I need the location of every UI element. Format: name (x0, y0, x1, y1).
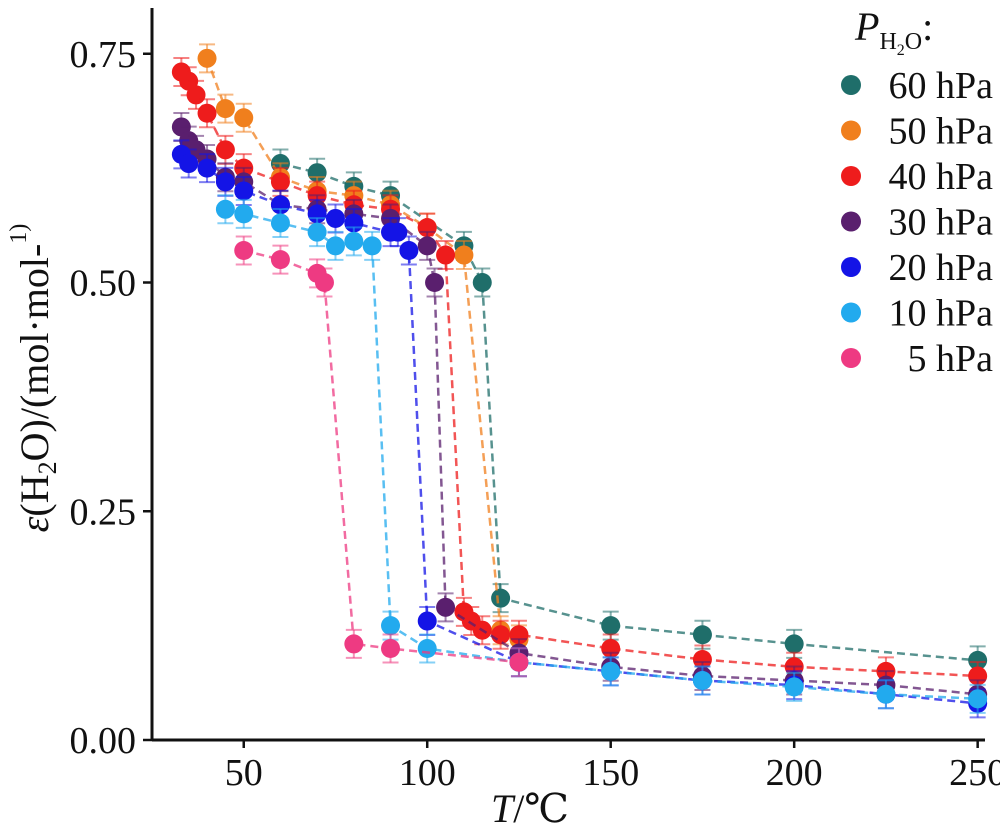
data-point (381, 616, 401, 636)
data-point (234, 240, 254, 260)
data-point (399, 240, 419, 260)
legend-label: 40 hPa (889, 156, 994, 198)
axes (150, 8, 985, 742)
legend-marker (841, 257, 861, 277)
data-point (186, 85, 206, 105)
data-point (692, 625, 712, 645)
y-tick-label: 0.75 (70, 34, 137, 76)
data-point (784, 634, 804, 654)
x-axis-title: T/℃ (491, 786, 569, 831)
data-point (968, 689, 988, 709)
plot-series (171, 43, 988, 719)
data-point (215, 140, 235, 160)
data-point (197, 48, 217, 68)
data-point (197, 158, 217, 178)
x-tick-label: 250 (949, 752, 1000, 794)
data-point (325, 208, 345, 228)
data-point (509, 652, 529, 672)
data-point (270, 172, 290, 192)
legend-label: 60 hPa (889, 65, 994, 107)
legend-item: 20 hPa (841, 247, 993, 289)
x-tick-label: 150 (582, 752, 639, 794)
legend-label: 20 hPa (889, 247, 994, 289)
data-point (215, 172, 235, 192)
legend-label: 30 hPa (889, 202, 994, 244)
data-point (784, 677, 804, 697)
legend-item: 50 hPa (841, 111, 993, 153)
data-point (215, 199, 235, 219)
series-line (205, 57, 520, 641)
data-point (601, 616, 621, 636)
data-point (968, 650, 988, 670)
y-tick-label: 0.50 (70, 263, 137, 305)
data-point (491, 625, 511, 645)
legend-label: 5 hPa (908, 338, 994, 380)
data-point (388, 222, 408, 242)
data-point (234, 108, 254, 128)
series-line (180, 126, 978, 696)
series-line (180, 153, 978, 705)
data-point (215, 99, 235, 119)
data-point (314, 273, 334, 292)
data-point (234, 204, 254, 224)
data-point (197, 103, 217, 123)
data-point (601, 661, 621, 681)
legend-marker (841, 211, 861, 232)
data-point (362, 236, 382, 256)
y-axis-ticks: 0.00 0.25 0.50 0.75 (70, 34, 152, 762)
x-tick-label: 100 (399, 752, 456, 794)
data-point (436, 245, 456, 265)
data-point (307, 222, 327, 242)
data-point (417, 236, 437, 256)
data-point (436, 597, 456, 617)
legend-marker (841, 120, 861, 141)
legend-item: 10 hPa (841, 293, 993, 335)
data-point (454, 245, 474, 265)
data-point (876, 684, 896, 704)
series-line (180, 71, 978, 678)
legend-item: 40 hPa (841, 156, 993, 198)
data-point (270, 213, 290, 233)
data-point (325, 236, 345, 256)
legend-marker (841, 302, 861, 323)
data-point (270, 250, 290, 270)
legend-label: 50 hPa (889, 111, 994, 153)
x-tick-label: 200 (766, 752, 823, 794)
legend-item: 60 hPa (841, 65, 993, 107)
y-tick-label: 0.25 (70, 491, 137, 533)
data-point (692, 649, 712, 669)
data-point (381, 639, 401, 658)
legend-item: 5 hPa (841, 338, 993, 380)
data-point (472, 273, 492, 292)
data-point (417, 639, 437, 658)
data-point (179, 154, 199, 174)
legend-title: PH2O: (854, 4, 933, 59)
data-point (344, 634, 364, 654)
legend-marker (841, 348, 861, 368)
legend-marker (841, 75, 861, 95)
series-10-hPa (215, 194, 988, 714)
legend-label: 10 hPa (889, 293, 994, 335)
y-tick-label: 0.00 (70, 720, 137, 762)
data-point (344, 231, 364, 251)
series-5-hPa (234, 235, 529, 678)
series-line (280, 162, 978, 662)
data-point (417, 611, 437, 631)
legend-marker (841, 166, 861, 186)
data-point (234, 181, 254, 201)
series-50-hPa (197, 43, 529, 655)
x-tick-label: 50 (225, 752, 263, 794)
x-axis-ticks: 50 100 150 200 250 (225, 740, 1000, 794)
legend-item: 30 hPa (841, 202, 993, 244)
data-point (425, 273, 445, 292)
data-point (491, 588, 511, 608)
series-40-hPa (171, 57, 988, 691)
data-point (692, 671, 712, 691)
y-axis-title: ε(H2O)/(mol·mol-1) (6, 224, 62, 533)
